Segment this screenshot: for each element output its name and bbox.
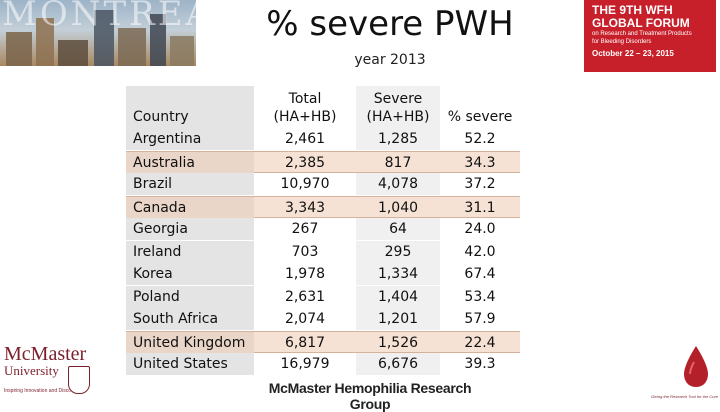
table-row: South Africa 2,074 1,201 57.9 bbox=[126, 308, 520, 330]
cell-country: United Kingdom bbox=[126, 331, 254, 354]
cell-country: Canada bbox=[126, 196, 254, 219]
cell-total: 2,074 bbox=[254, 308, 356, 330]
cell-pct: 67.4 bbox=[440, 263, 520, 285]
table-row: Korea 1,978 1,334 67.4 bbox=[126, 263, 520, 285]
cell-total: 1,978 bbox=[254, 263, 356, 285]
mcmaster-tagline: Inspiring Innovation and Discovery bbox=[4, 388, 81, 394]
cell-severe: 1,334 bbox=[356, 263, 440, 285]
cell-severe: 1,201 bbox=[356, 308, 440, 330]
cell-pct: 53.4 bbox=[440, 285, 520, 308]
cell-pct: 52.2 bbox=[440, 128, 520, 150]
cell-country: Korea bbox=[126, 263, 254, 285]
cell-severe: 6,676 bbox=[356, 353, 440, 375]
cell-country: Argentina bbox=[126, 128, 254, 150]
cell-severe: 1,526 bbox=[377, 334, 419, 351]
cell-pct: 31.1 bbox=[464, 199, 496, 216]
header-severe-line2: (HA+HB) bbox=[366, 109, 430, 125]
cell-total: 2,461 bbox=[254, 128, 356, 150]
cell-pct: 22.4 bbox=[464, 334, 496, 351]
building-shape bbox=[36, 18, 54, 66]
montreal-banner: MONTREAL bbox=[0, 0, 196, 66]
header-total: Total (HA+HB) bbox=[254, 86, 356, 128]
building-shape bbox=[170, 36, 194, 66]
wfh-line3b: for Bleeding Disorders bbox=[592, 39, 652, 45]
crest-icon bbox=[68, 366, 90, 394]
cell-severe: 1,404 bbox=[356, 285, 440, 308]
cell-pct: 42.0 bbox=[440, 240, 520, 263]
cell-severe: 64 bbox=[356, 218, 440, 240]
wfh-line3a: on Research and Treatment Products bbox=[592, 31, 692, 37]
cell-total: 2,631 bbox=[254, 285, 356, 308]
wfh-line1: THE 9TH WFH bbox=[592, 3, 673, 17]
mcmaster-logo: McMaster University Inspiring Innovation… bbox=[4, 344, 94, 404]
cell-pct: 24.0 bbox=[440, 218, 520, 240]
table-row: Canada 3,343 1,040 31.1 bbox=[126, 195, 520, 219]
header-severe: Severe (HA+HB) bbox=[356, 86, 440, 128]
table-row: United Kingdom 6,817 1,526 22.4 bbox=[126, 330, 520, 354]
cell-pct: 37.2 bbox=[440, 173, 520, 195]
table-row: Georgia 267 64 24.0 bbox=[126, 218, 520, 240]
cell-total: 16,979 bbox=[254, 353, 356, 375]
cell-total: 10,970 bbox=[254, 173, 356, 195]
cell-total: 3,343 bbox=[284, 199, 326, 216]
cell-country: Brazil bbox=[126, 173, 254, 195]
table-row: Australia 2,385 817 34.3 bbox=[126, 150, 520, 174]
table-row: Ireland 703 295 42.0 bbox=[126, 240, 520, 263]
cell-total: 703 bbox=[254, 240, 356, 263]
header-country: Country bbox=[126, 86, 254, 128]
cell-severe: 1,285 bbox=[356, 128, 440, 150]
banner-city-text: MONTREAL bbox=[2, 0, 196, 34]
cell-total: 6,817 bbox=[284, 334, 326, 351]
cell-country: Georgia bbox=[126, 218, 254, 240]
cell-severe: 817 bbox=[384, 154, 412, 171]
cell-total: 267 bbox=[254, 218, 356, 240]
wfh-line2: GLOBAL FORUM bbox=[592, 16, 690, 30]
blood-drop-icon bbox=[684, 346, 708, 387]
wfh-dates: October 22 – 23, 2015 bbox=[592, 49, 674, 58]
building-shape bbox=[6, 32, 32, 66]
cell-pct: 39.3 bbox=[440, 353, 520, 375]
footer-group-name: McMaster Hemophilia Research Group bbox=[268, 380, 472, 412]
wfh-forum-badge: THE 9TH WFH GLOBAL FORUM on Research and… bbox=[584, 0, 716, 72]
building-shape bbox=[94, 10, 114, 66]
cell-severe: 295 bbox=[356, 240, 440, 263]
page-title: % severe PWH bbox=[266, 4, 514, 44]
table-row: Brazil 10,970 4,078 37.2 bbox=[126, 173, 520, 195]
table-row: Poland 2,631 1,404 53.4 bbox=[126, 285, 520, 308]
severity-table: Country Total (HA+HB) Severe (HA+HB) % s… bbox=[126, 86, 520, 378]
cell-severe: 1,040 bbox=[377, 199, 419, 216]
mcmaster-name: McMaster bbox=[4, 343, 87, 365]
cell-country: United States bbox=[126, 353, 254, 375]
drop-caption: Giving the Research Tool for the Cure bbox=[651, 394, 718, 399]
table-row: Argentina 2,461 1,285 52.2 bbox=[126, 128, 520, 150]
header-pct: % severe bbox=[440, 86, 520, 128]
cell-severe: 4,078 bbox=[356, 173, 440, 195]
page-subtitle: year 2013 bbox=[354, 52, 426, 68]
table-header: Country Total (HA+HB) Severe (HA+HB) % s… bbox=[126, 86, 520, 128]
header-total-line1: Total bbox=[288, 91, 322, 107]
cell-country: Ireland bbox=[126, 240, 254, 263]
building-shape bbox=[118, 28, 146, 66]
table-row: United States 16,979 6,676 39.3 bbox=[126, 353, 520, 375]
cell-country: South Africa bbox=[126, 308, 254, 330]
building-shape bbox=[150, 14, 166, 66]
cell-pct: 34.3 bbox=[464, 154, 496, 171]
header-severe-line1: Severe bbox=[373, 91, 423, 107]
cell-country: Poland bbox=[126, 285, 254, 308]
mcmaster-university: University bbox=[4, 363, 59, 378]
cell-total: 2,385 bbox=[284, 154, 326, 171]
header-total-line2: (HA+HB) bbox=[273, 109, 337, 125]
building-shape bbox=[58, 40, 88, 66]
cell-country: Australia bbox=[126, 151, 254, 174]
cell-pct: 57.9 bbox=[440, 308, 520, 330]
